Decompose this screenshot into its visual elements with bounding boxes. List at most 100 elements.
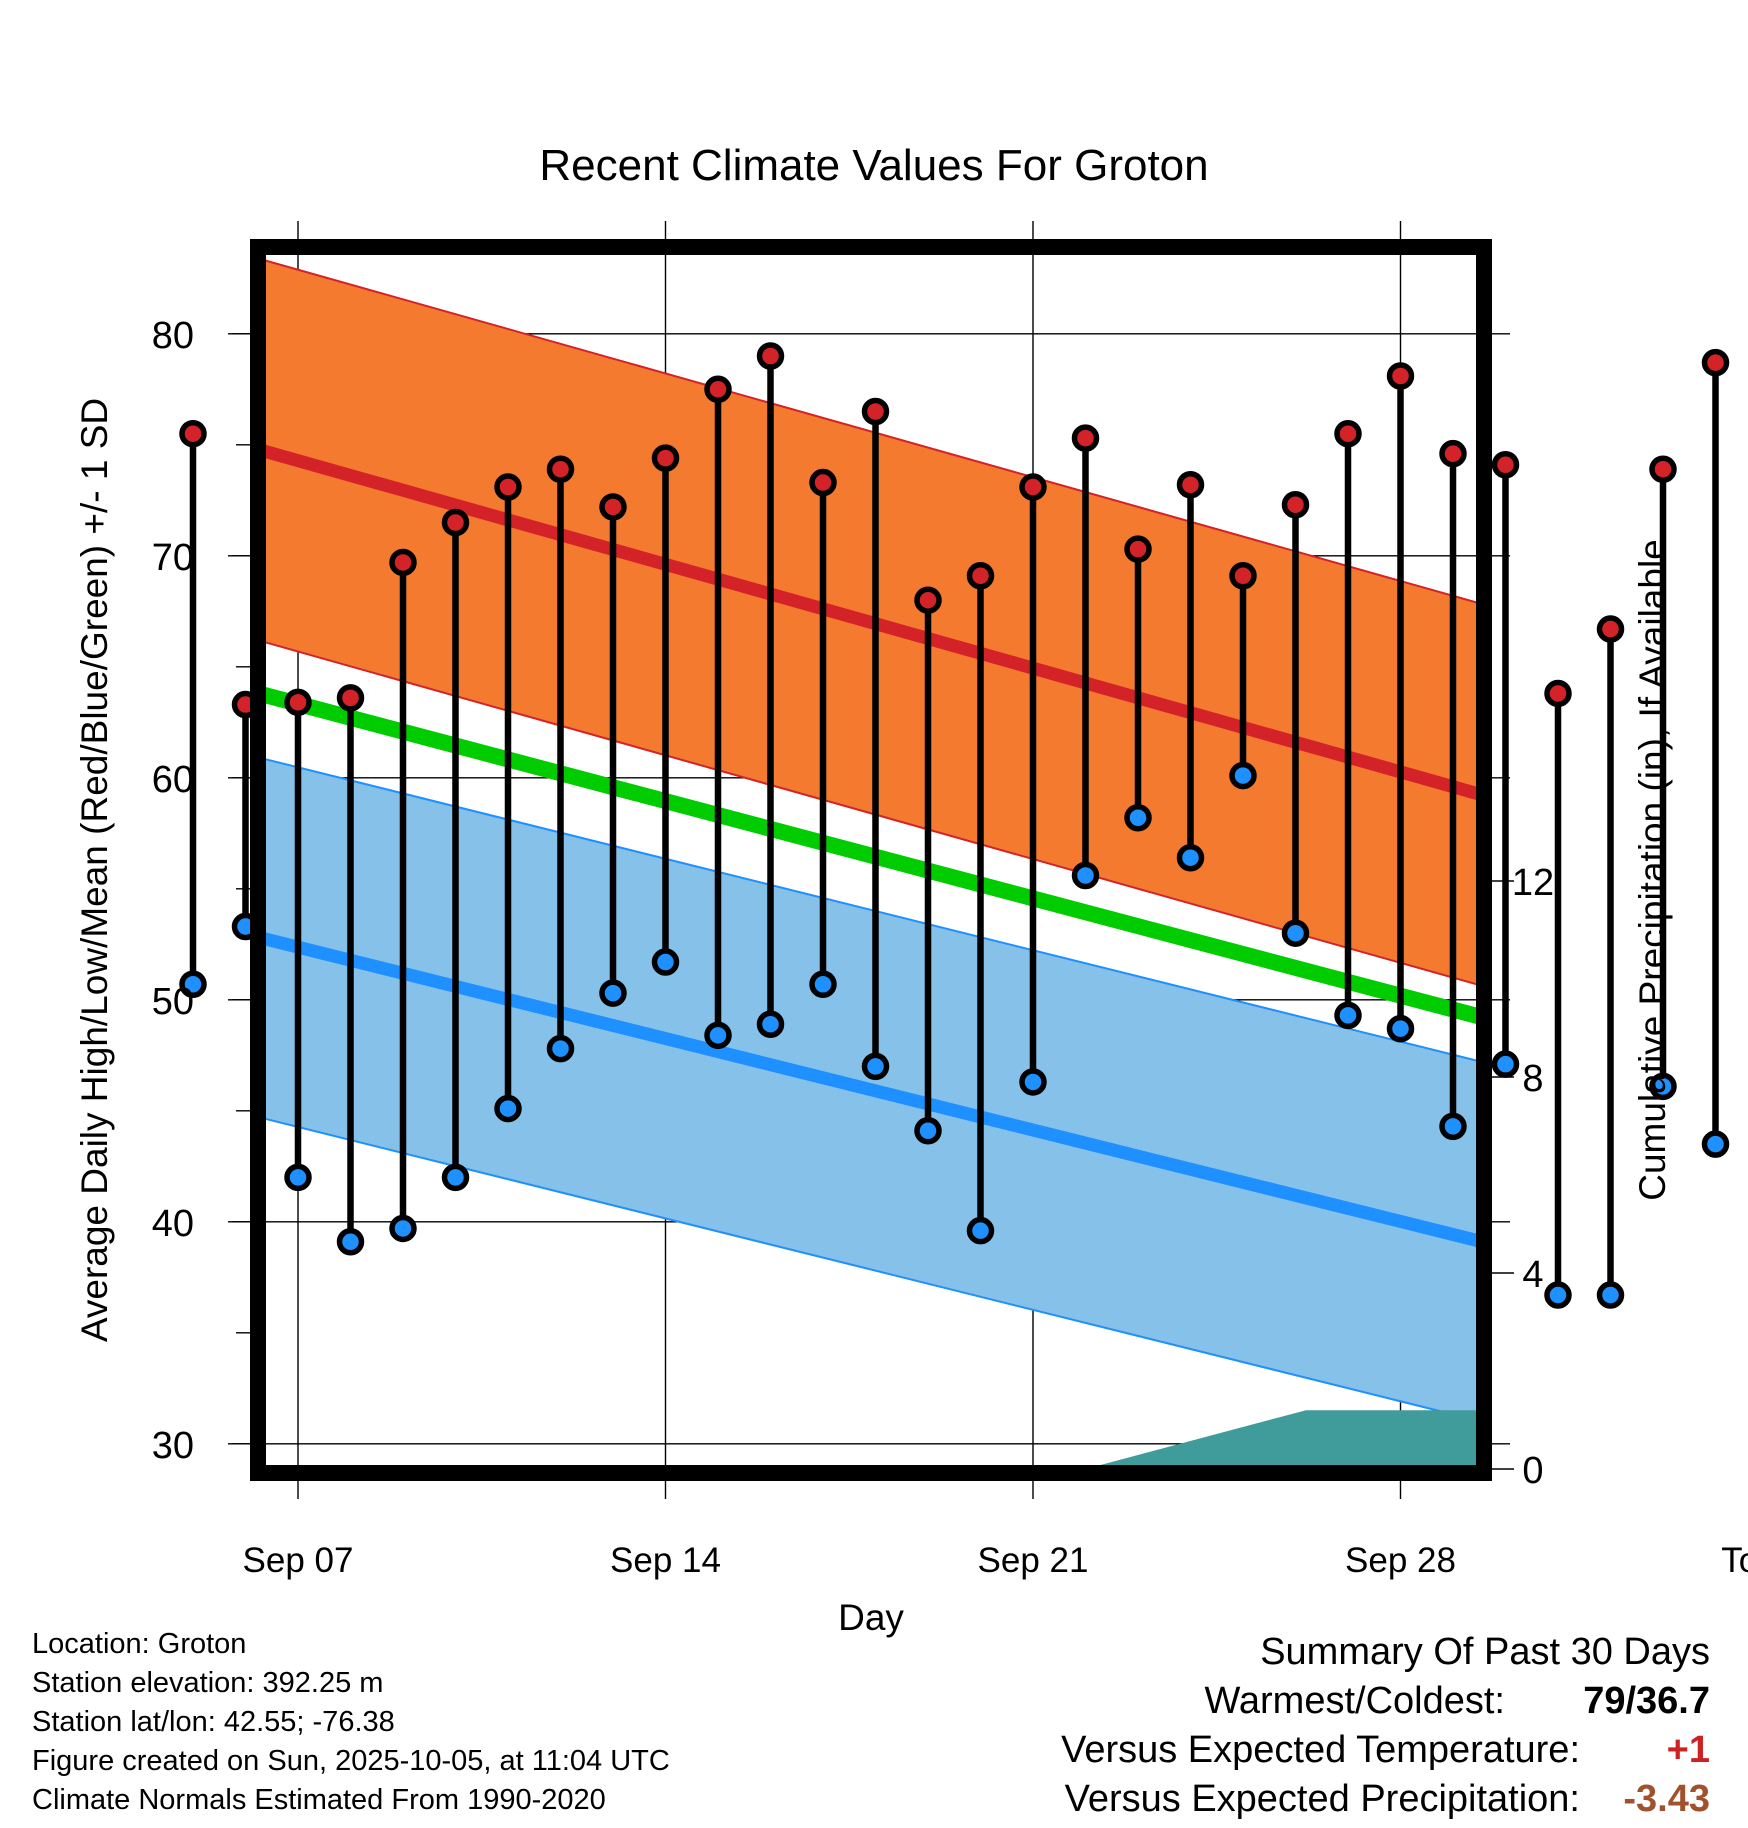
high-point [651, 444, 680, 472]
info-latlon: Station lat/lon: 42.55; -76.38 [32, 1706, 395, 1738]
axes: 30 40 50 60 70 80 0 4 8 12 Sep 07 Sep 14 Sep 21 Sep 2… [152, 315, 1748, 1580]
summary-title-row: Summary Of Past 30 Days [1061, 1628, 1710, 1677]
high-point [1649, 455, 1677, 483]
x-axis-label: Day [838, 1597, 904, 1638]
high-point [389, 548, 417, 577]
low-point [704, 1021, 732, 1050]
high-point [1386, 362, 1415, 390]
info-created: Figure created on Sun, 2025-10-05, at 11… [32, 1745, 670, 1777]
plot-frame [250, 239, 1492, 1481]
low-point [389, 1214, 417, 1243]
y-axis-label-right: Cumulative Precipitation (in), If Availa… [1632, 539, 1673, 1201]
low-point [1596, 1281, 1625, 1309]
high-point [1334, 419, 1362, 448]
high-point [546, 455, 575, 483]
low-point [1124, 804, 1152, 832]
high-point [1491, 451, 1520, 479]
low-point [546, 1034, 575, 1063]
precip-area [1085, 1410, 1480, 1469]
summary-warmest-row: Warmest/Coldest: 79/36.7 [1061, 1677, 1710, 1726]
high-point [704, 375, 732, 404]
high-point [1124, 535, 1152, 563]
y-tick-label-left: 60 [152, 759, 194, 801]
high-point [966, 562, 995, 590]
high-point [809, 468, 837, 497]
y-tick-label-right: 8 [1522, 1058, 1543, 1100]
low-point [861, 1052, 890, 1081]
low-point [1649, 1072, 1677, 1101]
summary-warmest-value: 79/36.7 [1583, 1680, 1710, 1722]
chart-title: Recent Climate Values For Groton [539, 141, 1208, 190]
high-point [1596, 615, 1625, 643]
x-tick-label: Sep 21 [978, 1541, 1089, 1580]
low-point [1229, 761, 1257, 790]
high-point [1701, 348, 1730, 377]
y-tick-label-right: 0 [1522, 1450, 1543, 1492]
high-point [599, 493, 627, 521]
y-tick-label-right: 12 [1512, 862, 1554, 904]
low-point [1491, 1050, 1520, 1078]
high-point [336, 684, 365, 712]
y-tick-label-left: 40 [152, 1203, 194, 1245]
high-point [441, 508, 470, 537]
x-tick-label: Sep 07 [243, 1541, 354, 1580]
x-tick-label: Sep 28 [1345, 1541, 1456, 1580]
low-point [914, 1117, 942, 1145]
y-tick-label-left: 80 [152, 315, 194, 357]
y-tick-label-left: 50 [152, 981, 194, 1023]
low-point [599, 979, 627, 1007]
y-tick-label-left: 70 [152, 537, 194, 579]
low-point [336, 1228, 365, 1256]
low-point [179, 970, 207, 999]
y-axis-label-left: Average Daily High/Low/Mean (Red/Blue/Gr… [74, 398, 115, 1342]
low-point [1071, 861, 1100, 890]
y-tick-label-left: 30 [152, 1425, 194, 1467]
high-point [494, 473, 522, 501]
high-point [1544, 679, 1572, 708]
high-point [914, 586, 942, 614]
high-point [1176, 471, 1205, 499]
low-point [1701, 1130, 1730, 1158]
low-point [756, 1010, 785, 1038]
low-point [1439, 1112, 1467, 1141]
low-point [1544, 1281, 1572, 1309]
x-tick-label: Today [1721, 1541, 1748, 1580]
high-point [1019, 473, 1047, 501]
observed-series [179, 342, 1730, 1309]
summary-precip-value: -3.43 [1623, 1778, 1710, 1820]
high-point [1229, 562, 1257, 590]
high-point [1071, 424, 1100, 452]
summary-temp-value: +1 [1666, 1729, 1710, 1771]
low-point [284, 1163, 312, 1192]
summary-title: Summary Of Past 30 Days [1260, 1631, 1710, 1673]
low-point [441, 1163, 470, 1192]
low-point [809, 970, 837, 999]
summary-precip-label: Versus Expected Precipitation: [1064, 1778, 1580, 1820]
low-point [1281, 919, 1310, 947]
low-point [1334, 1001, 1362, 1030]
info-location: Location: Groton [32, 1628, 247, 1660]
high-point [861, 397, 890, 426]
low-point [651, 948, 680, 976]
low-point [1176, 843, 1205, 872]
low-point [1019, 1068, 1047, 1096]
high-point [756, 342, 785, 370]
low-point [494, 1094, 522, 1123]
low-point [1386, 1014, 1415, 1043]
summary-warmest-label: Warmest/Coldest: [1204, 1680, 1505, 1722]
summary-temp-row: Versus Expected Temperature: +1 [1061, 1726, 1710, 1775]
y-tick-label-right: 4 [1522, 1254, 1543, 1296]
low-mean-line [262, 931, 1480, 1248]
summary-temp-label: Versus Expected Temperature: [1061, 1729, 1580, 1771]
summary-panel: Summary Of Past 30 Days Warmest/Coldest:… [1061, 1628, 1710, 1824]
high-point [1439, 439, 1467, 468]
low-point [966, 1216, 995, 1245]
station-info: Location: Groton Station elevation: 392.… [32, 1625, 670, 1820]
high-point [179, 419, 207, 448]
x-tick-label: Sep 14 [610, 1541, 721, 1580]
info-elevation: Station elevation: 392.25 m [32, 1667, 384, 1699]
normal-bands [262, 258, 1480, 1469]
high-point [284, 688, 312, 717]
high-point [1281, 490, 1310, 519]
